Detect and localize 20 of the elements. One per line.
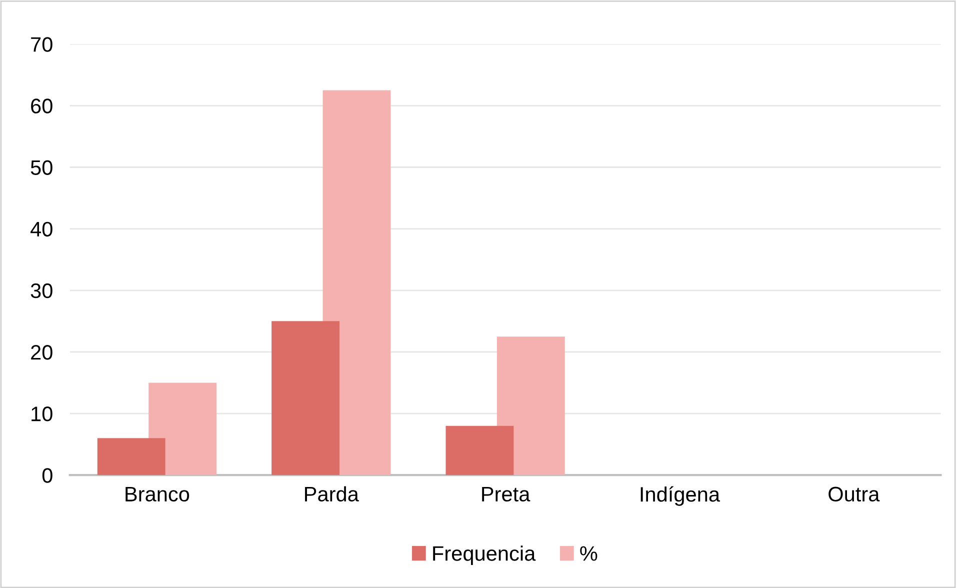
x-tick-label: Preta: [482, 486, 530, 502]
x-tick-label: Branco: [126, 486, 190, 502]
bar: [272, 321, 340, 476]
legend-label: Frequencia: [433, 546, 536, 565]
bar: [97, 438, 166, 476]
bar: [496, 336, 565, 476]
y-tick-label: 60: [31, 98, 52, 114]
x-tick-label: Indígena: [640, 486, 720, 506]
legend-label: %: [580, 546, 598, 561]
y-tick-label: 0: [42, 468, 52, 483]
y-tick-label: 70: [31, 37, 52, 52]
y-tick-label: 30: [30, 283, 52, 298]
y-tick-label: 10: [32, 406, 52, 422]
bar: [322, 90, 391, 476]
y-tick-label: 40: [30, 222, 52, 237]
y-tick-label: 50: [30, 160, 52, 175]
y-tick-label: 20: [31, 344, 52, 360]
x-tick-label: Outra: [828, 486, 880, 502]
x-tick-label: Parda: [305, 486, 359, 502]
bar: [446, 426, 514, 476]
